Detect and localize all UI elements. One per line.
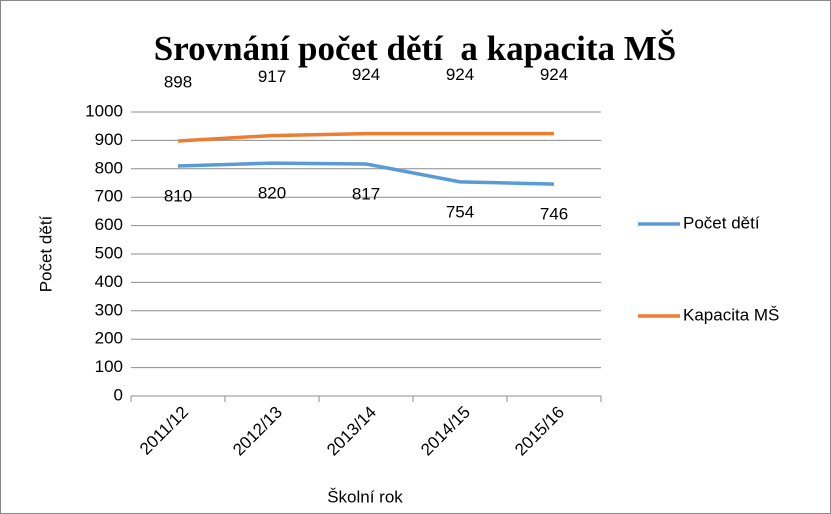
y-axis-label: Počet dětí <box>36 215 55 292</box>
data-label: 746 <box>540 205 568 224</box>
x-axis-label: Školní rok <box>327 487 403 506</box>
y-tick-label: 1000 <box>85 101 123 120</box>
data-label: 898 <box>164 72 192 91</box>
y-tick-label: 800 <box>95 158 123 177</box>
series-line <box>177 131 554 143</box>
data-label: 924 <box>352 65 380 84</box>
y-tick-label: 300 <box>95 300 123 319</box>
data-label: 924 <box>446 65 474 84</box>
y-tick-label: 500 <box>95 243 123 262</box>
y-tick-label: 200 <box>95 329 123 348</box>
data-label: 820 <box>258 184 286 203</box>
data-label: 917 <box>258 67 286 86</box>
data-label: 817 <box>352 184 380 203</box>
y-tick-label: 600 <box>95 215 123 234</box>
data-label: 754 <box>446 202 474 221</box>
y-tick-label: 900 <box>95 130 123 149</box>
series-line <box>177 161 555 186</box>
y-tick-label: 0 <box>114 385 123 404</box>
y-tick-label: 100 <box>95 357 123 376</box>
legend-label: Počet dětí <box>683 213 760 232</box>
y-tick-label: 700 <box>95 187 123 206</box>
data-label: 810 <box>164 186 192 205</box>
legend-label: Kapacita MŠ <box>683 305 779 324</box>
y-tick-label: 400 <box>95 272 123 291</box>
chart-title: Srovnání počet dětí a kapacita MŠ <box>154 28 676 68</box>
data-label: 924 <box>540 65 568 84</box>
